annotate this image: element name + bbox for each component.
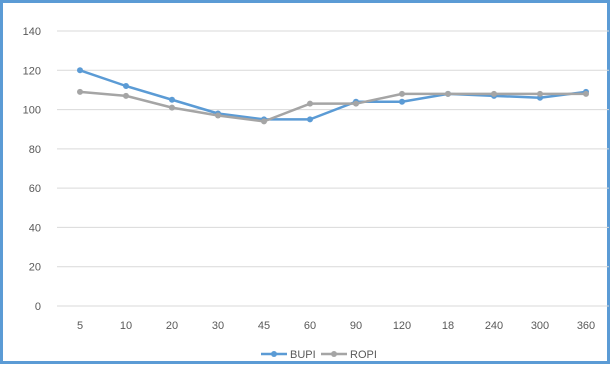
x-tick-label: 45 xyxy=(258,320,270,332)
legend-swatch-marker xyxy=(331,351,337,357)
y-tick-label: 80 xyxy=(29,144,41,156)
x-tick-label: 20 xyxy=(166,320,178,332)
y-tick-label: 100 xyxy=(23,105,41,117)
data-point xyxy=(123,83,129,89)
data-point xyxy=(77,67,83,74)
data-point xyxy=(399,98,405,105)
x-tick-label: 240 xyxy=(485,320,503,332)
x-tick-label: 90 xyxy=(350,320,362,332)
x-tick-label: 10 xyxy=(120,320,132,332)
series-line xyxy=(78,69,588,121)
legend-item: ROPI xyxy=(321,349,377,361)
y-tick-label: 20 xyxy=(29,262,41,274)
y-axis-ticks: 0 20 40 60 80 100 120 140 xyxy=(23,26,41,313)
legend-swatch-marker xyxy=(271,351,277,357)
series-line xyxy=(78,90,588,123)
legend: BUPI ROPI xyxy=(261,349,377,361)
y-tick-label: 40 xyxy=(29,222,41,234)
data-point xyxy=(123,92,129,99)
data-point xyxy=(353,100,359,107)
data-point xyxy=(445,90,451,97)
data-point xyxy=(169,104,175,111)
legend-label: ROPI xyxy=(350,349,377,361)
data-point xyxy=(261,118,267,125)
x-tick-label: 300 xyxy=(531,320,549,332)
x-tick-label: 360 xyxy=(577,320,595,332)
x-tick-label: 18 xyxy=(442,320,454,332)
data-point xyxy=(215,112,221,119)
data-point xyxy=(399,90,405,97)
series-ropi xyxy=(77,88,589,125)
x-tick-label: 60 xyxy=(304,320,316,332)
gridlines xyxy=(57,30,609,307)
data-point xyxy=(537,90,543,97)
line-chart: 0 20 40 60 80 100 120 140 5 10 20 30 45 60 90 120 18 240… xyxy=(23,26,609,361)
y-tick-label: 60 xyxy=(29,183,41,195)
legend-label: BUPI xyxy=(290,349,316,361)
data-point xyxy=(491,90,497,97)
data-point xyxy=(307,116,313,123)
x-tick-label: 5 xyxy=(77,320,83,332)
data-point xyxy=(169,96,175,103)
data-point xyxy=(583,90,589,97)
y-tick-label: 140 xyxy=(23,26,41,38)
data-point xyxy=(307,100,313,107)
x-tick-label: 120 xyxy=(393,320,411,332)
legend-item: BUPI xyxy=(261,349,316,361)
x-tick-label: 30 xyxy=(212,320,224,332)
y-tick-label: 120 xyxy=(23,65,41,77)
series-lines xyxy=(77,67,589,125)
data-point xyxy=(77,88,83,95)
x-axis-ticks: 5 10 20 30 45 60 90 120 18 240 300 360 xyxy=(77,320,595,332)
y-tick-label: 0 xyxy=(35,301,41,313)
